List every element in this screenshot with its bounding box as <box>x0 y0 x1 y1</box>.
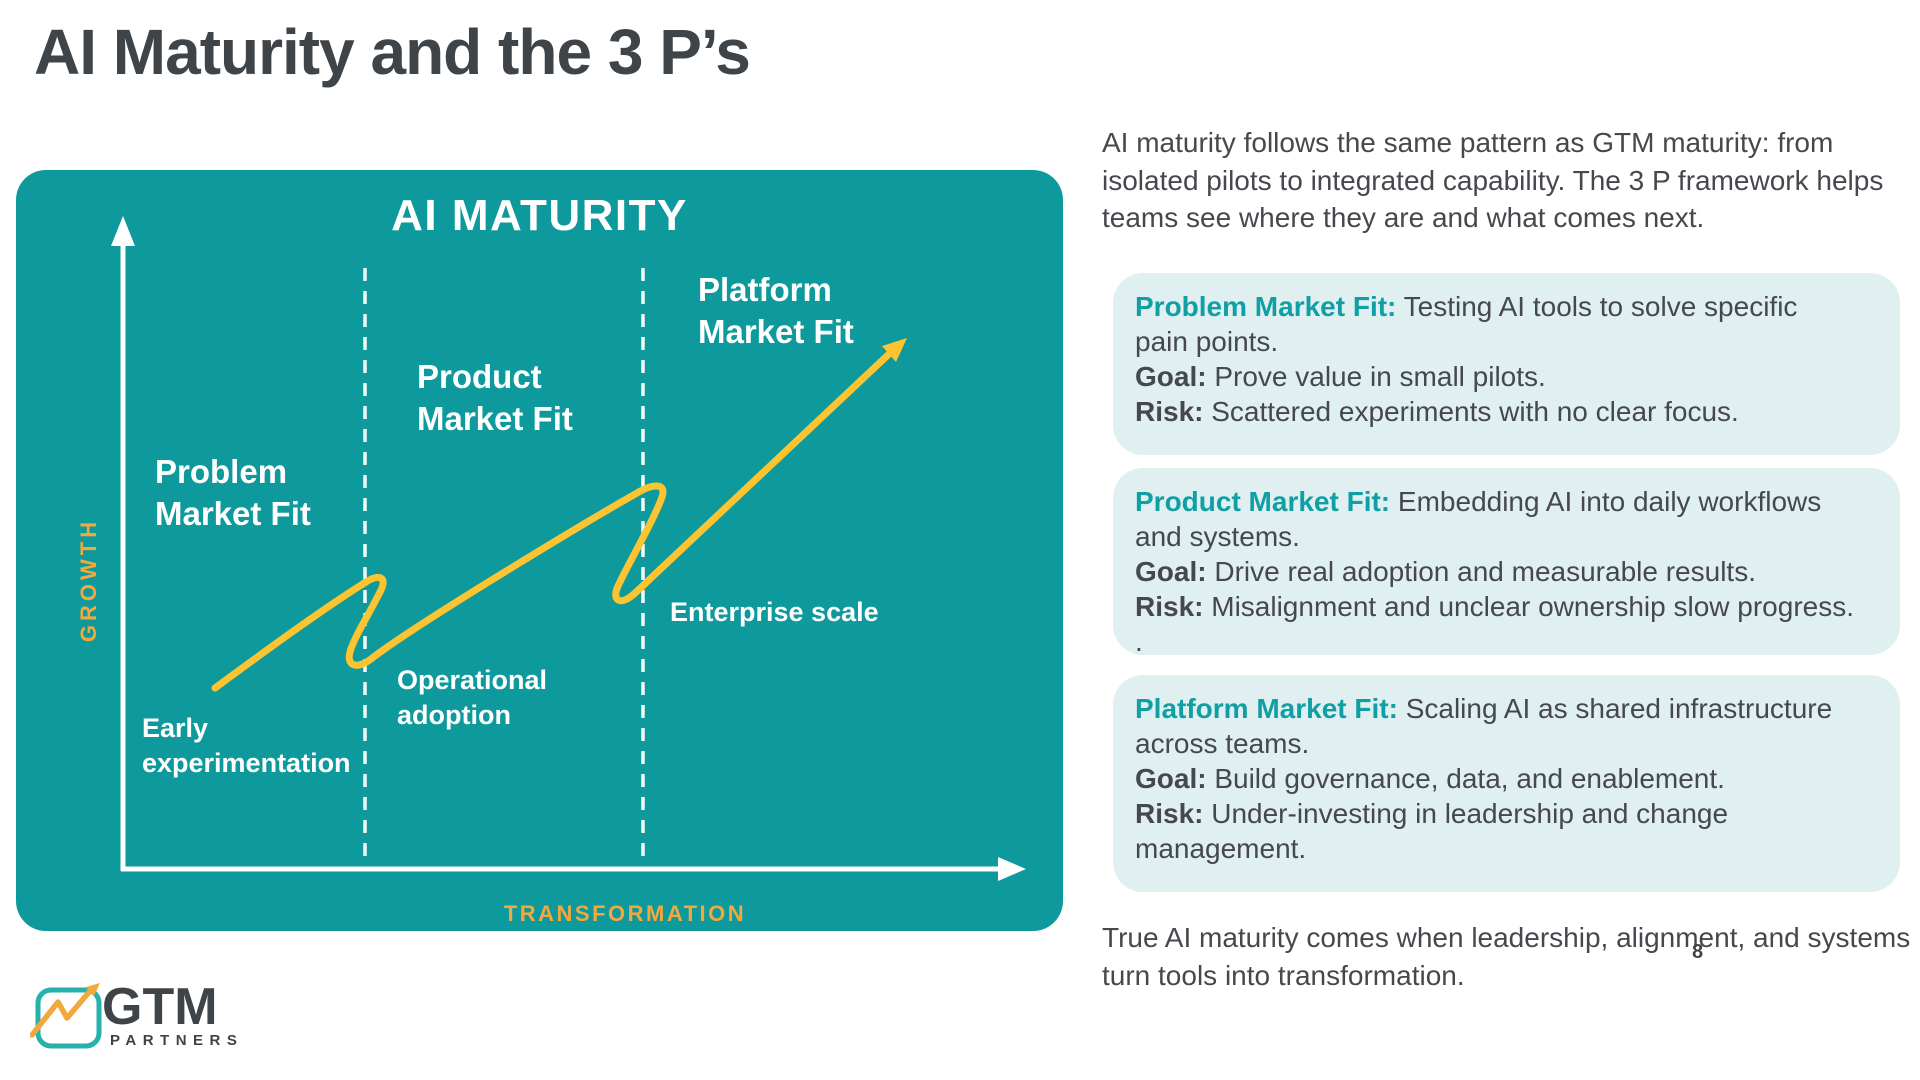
stage-note-enterprise-scale: Enterprise scale <box>670 597 879 627</box>
x-axis-label: TRANSFORMATION <box>503 901 747 926</box>
page-number: 8 <box>1692 941 1704 963</box>
logo-name: GTM <box>102 978 218 1036</box>
y-axis-arrow-icon <box>111 216 135 246</box>
page-title: AI Maturity and the 3 P’s <box>34 16 751 88</box>
logo-arrowhead-icon <box>86 983 100 996</box>
logo-chart-icon <box>30 983 102 1049</box>
stage-note-operational-adoption: Operational adoption <box>397 665 548 730</box>
maturity-chart-canvas <box>111 216 1026 881</box>
ai-maturity-figure: AI MATURITY Problem Market Fit Product M… <box>16 170 1063 931</box>
gtm-partners-logo: GTM PARTNERS <box>30 980 270 1066</box>
zone-label-product-market-fit: Product Market Fit <box>417 358 573 437</box>
maturity-curve-arrow-icon <box>882 338 907 362</box>
platform-market-fit-text: Platform Market Fit: Scaling AI as share… <box>1135 693 1833 864</box>
zone-label-problem-market-fit: Problem Market Fit <box>155 453 311 532</box>
problem-market-fit-card: Problem Market Fit: Testing AI tools to … <box>1113 273 1900 455</box>
problem-market-fit-text: Problem Market Fit: Testing AI tools to … <box>1135 291 1798 427</box>
stage-note-early-experimentation: Early experimentation <box>142 713 351 778</box>
logo-square-outline <box>35 987 102 1049</box>
platform-market-fit-card: Platform Market Fit: Scaling AI as share… <box>1113 675 1900 892</box>
zone-label-platform-market-fit: Platform Market Fit <box>698 271 854 350</box>
figure-heading: AI MATURITY <box>391 191 688 240</box>
maturity-curve <box>211 350 893 692</box>
product-market-fit-text: Product Market Fit: Embedding AI into da… <box>1135 486 1855 657</box>
logo-subtitle: PARTNERS <box>110 1032 244 1049</box>
x-axis-arrow-icon <box>998 857 1026 881</box>
closing-paragraph: True AI maturity comes when leadership, … <box>1102 922 1911 991</box>
intro-paragraph: AI maturity follows the same pattern as … <box>1102 127 1884 233</box>
product-market-fit-card: Product Market Fit: Embedding AI into da… <box>1113 468 1900 657</box>
logo-growth-arrow-icon <box>30 988 93 1038</box>
